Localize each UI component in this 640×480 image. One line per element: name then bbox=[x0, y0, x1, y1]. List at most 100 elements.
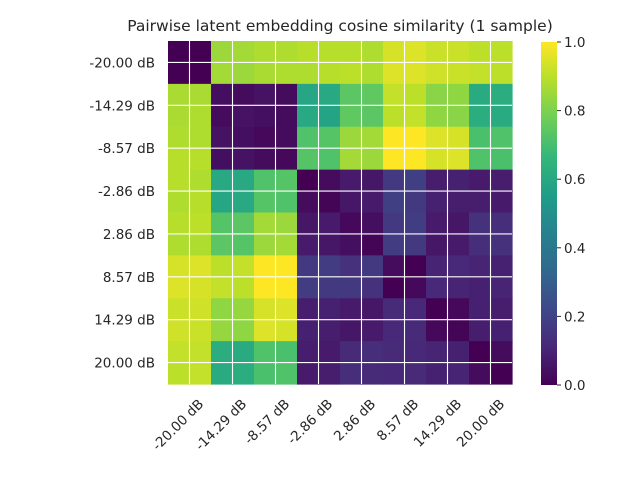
heatmap-cell bbox=[318, 319, 341, 342]
colorbar-tick-label: 1.0 bbox=[564, 35, 585, 51]
heatmap-cell bbox=[340, 319, 363, 342]
heatmap-cell bbox=[383, 62, 406, 85]
heatmap-cell bbox=[447, 83, 470, 106]
heatmap-cell bbox=[168, 83, 191, 106]
heatmap-cell bbox=[469, 148, 492, 171]
heatmap-cell bbox=[318, 83, 341, 106]
heatmap-cell bbox=[168, 298, 191, 321]
heatmap-cell bbox=[211, 62, 234, 85]
heatmap-cell bbox=[297, 83, 320, 106]
heatmap-cell bbox=[189, 341, 212, 364]
heatmap-cell bbox=[168, 212, 191, 235]
heatmap-cell bbox=[275, 62, 298, 85]
heatmap-cell bbox=[340, 126, 363, 149]
heatmap-cell bbox=[469, 169, 492, 192]
heatmap-cell bbox=[232, 319, 255, 342]
heatmap-cell bbox=[490, 341, 513, 364]
heatmap-cell bbox=[447, 62, 470, 85]
y-tick-label: 2.86 dB bbox=[103, 227, 155, 243]
heatmap-cell bbox=[297, 255, 320, 278]
heatmap-cell bbox=[426, 276, 449, 299]
heatmap-cell bbox=[189, 191, 212, 214]
heatmap-cell bbox=[447, 255, 470, 278]
heatmap-cell bbox=[275, 298, 298, 321]
heatmap-cell bbox=[189, 255, 212, 278]
heatmap-cell bbox=[318, 191, 341, 214]
heatmap-cell bbox=[168, 362, 191, 385]
heatmap-cell bbox=[404, 62, 427, 85]
heatmap-cell bbox=[490, 62, 513, 85]
heatmap-cell bbox=[383, 191, 406, 214]
heatmap-cell bbox=[254, 233, 277, 256]
heatmap-cell bbox=[189, 62, 212, 85]
colorbar-ticks: 0.0 0.2 0.4 0.6 0.8 1.0 bbox=[557, 35, 585, 394]
y-tick-label: 8.57 dB bbox=[103, 270, 155, 286]
heatmap-cell bbox=[318, 41, 341, 64]
heatmap-cell bbox=[404, 255, 427, 278]
heatmap-cell bbox=[189, 148, 212, 171]
heatmap-cell bbox=[211, 298, 234, 321]
heatmap-cell bbox=[404, 41, 427, 64]
heatmap-cell bbox=[361, 212, 384, 235]
heatmap-cell bbox=[168, 191, 191, 214]
heatmap-cell bbox=[361, 298, 384, 321]
heatmap-cell bbox=[318, 212, 341, 235]
heatmap-cell bbox=[168, 148, 191, 171]
colorbar-tick-label: 0.0 bbox=[564, 378, 585, 394]
heatmap-cell bbox=[297, 276, 320, 299]
heatmap-cell bbox=[297, 105, 320, 128]
heatmap-cell bbox=[361, 276, 384, 299]
heatmap-cell bbox=[447, 319, 470, 342]
heatmap-cell bbox=[383, 126, 406, 149]
heatmap-cell bbox=[383, 341, 406, 364]
colorbar-bar bbox=[541, 42, 557, 385]
heatmap-cell bbox=[275, 255, 298, 278]
heatmap-cell bbox=[168, 233, 191, 256]
heatmap-cell bbox=[383, 148, 406, 171]
heatmap-cell bbox=[318, 233, 341, 256]
heatmap-cell bbox=[490, 362, 513, 385]
colorbar-tick-label: 0.8 bbox=[564, 104, 585, 120]
heatmap-cell bbox=[426, 362, 449, 385]
heatmap-cell bbox=[211, 319, 234, 342]
heatmap-cell bbox=[426, 191, 449, 214]
heatmap-cell bbox=[404, 126, 427, 149]
heatmap-cell bbox=[404, 212, 427, 235]
heatmap-cell bbox=[297, 148, 320, 171]
heatmap-cell bbox=[340, 341, 363, 364]
heatmap-cell bbox=[275, 212, 298, 235]
heatmap-cell bbox=[232, 169, 255, 192]
heatmap-cell bbox=[340, 62, 363, 85]
heatmap-cell bbox=[275, 319, 298, 342]
heatmap-cell bbox=[361, 83, 384, 106]
heatmap-cell bbox=[426, 298, 449, 321]
heatmap-cell bbox=[469, 212, 492, 235]
heatmap-cell bbox=[447, 41, 470, 64]
heatmap-cell bbox=[254, 212, 277, 235]
y-tick-labels: -20.00 dB -14.29 dB -8.57 dB -2.86 dB 2.86 d… bbox=[89, 55, 155, 371]
heatmap-cell bbox=[254, 191, 277, 214]
heatmap-cell bbox=[275, 169, 298, 192]
heatmap-cell bbox=[318, 276, 341, 299]
heatmap-cell bbox=[404, 169, 427, 192]
heatmap-cell bbox=[447, 276, 470, 299]
x-tick-label: -2.86 dB bbox=[284, 396, 336, 448]
x-tick-label: -8.57 dB bbox=[241, 396, 293, 448]
colorbar-tick-label: 0.6 bbox=[564, 172, 585, 188]
heatmap-cell bbox=[168, 319, 191, 342]
heatmap-cell bbox=[361, 191, 384, 214]
heatmap-cell bbox=[318, 126, 341, 149]
heatmap-cell bbox=[318, 362, 341, 385]
heatmap-cell bbox=[340, 169, 363, 192]
heatmap-cell bbox=[254, 276, 277, 299]
heatmap-cell bbox=[404, 105, 427, 128]
heatmap-cell bbox=[297, 362, 320, 385]
heatmap-cell bbox=[447, 298, 470, 321]
heatmap-cell bbox=[426, 105, 449, 128]
heatmap-cell bbox=[189, 276, 212, 299]
heatmap-cell bbox=[383, 83, 406, 106]
heatmap-cell bbox=[361, 319, 384, 342]
heatmap-cell bbox=[275, 148, 298, 171]
heatmap-cell bbox=[211, 83, 234, 106]
heatmap-cell bbox=[447, 341, 470, 364]
